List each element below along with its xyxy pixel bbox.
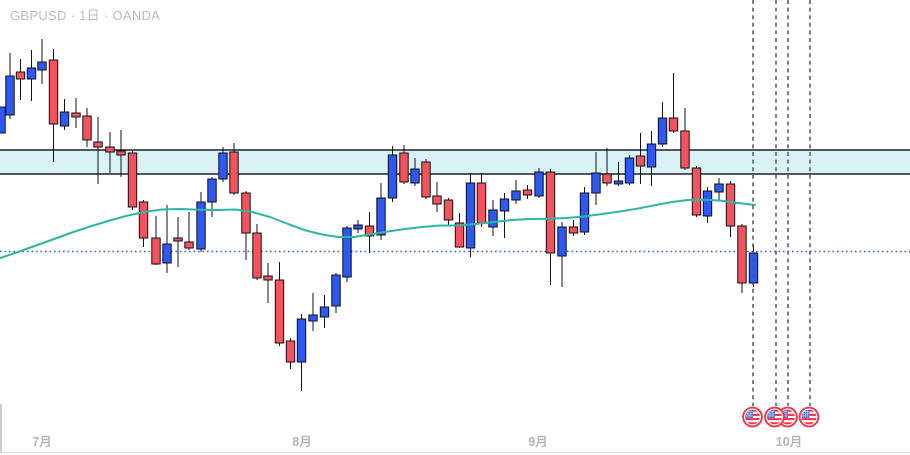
candle-up bbox=[162, 205, 172, 273]
candle-up bbox=[646, 131, 657, 186]
candle-down bbox=[443, 198, 454, 226]
candle-down bbox=[725, 181, 736, 237]
candle-down bbox=[602, 148, 612, 186]
candle-down bbox=[476, 173, 487, 227]
candle-up bbox=[511, 180, 521, 204]
candle-down bbox=[454, 213, 465, 248]
candles-layer bbox=[0, 39, 759, 391]
candle-down bbox=[71, 98, 81, 128]
candle-up bbox=[714, 178, 724, 200]
us-flag-event-icon[interactable] bbox=[764, 406, 785, 428]
candle-up bbox=[218, 147, 228, 182]
candle-up bbox=[376, 183, 386, 240]
candle-down bbox=[15, 59, 26, 100]
candle-up bbox=[499, 193, 510, 238]
candle-down bbox=[263, 263, 273, 303]
candle-up bbox=[557, 222, 567, 287]
candle-up bbox=[702, 187, 713, 223]
candle-down bbox=[82, 108, 92, 147]
candle-down bbox=[364, 212, 375, 253]
candle-up bbox=[296, 314, 307, 391]
candle-down bbox=[184, 212, 194, 250]
candle-up bbox=[387, 146, 398, 202]
candle-up bbox=[319, 295, 330, 328]
candle-up bbox=[353, 220, 363, 233]
candle-down bbox=[399, 145, 409, 184]
candle-up bbox=[410, 158, 420, 186]
candle-up bbox=[342, 226, 352, 282]
candle-up bbox=[207, 177, 217, 217]
symbol-title: GBPUSD · 1日 · OANDA bbox=[10, 8, 161, 23]
month-label: 10月 bbox=[776, 435, 802, 449]
candle-down bbox=[737, 224, 747, 293]
candle-down bbox=[274, 262, 285, 346]
candle-up bbox=[331, 273, 341, 313]
candle-up bbox=[5, 53, 15, 119]
candle-down bbox=[635, 133, 646, 184]
candle-up bbox=[591, 152, 601, 205]
candle-down bbox=[105, 132, 115, 173]
candle-up bbox=[26, 50, 37, 101]
candle-down bbox=[151, 216, 161, 265]
candle-up bbox=[308, 293, 318, 331]
candle-down bbox=[252, 224, 262, 280]
moving-average-line bbox=[0, 198, 756, 259]
candle-down bbox=[680, 108, 690, 170]
us-flag-event-icon[interactable] bbox=[798, 406, 820, 428]
candle-up bbox=[59, 99, 70, 130]
supply-zone bbox=[0, 149, 910, 175]
candle-up bbox=[196, 192, 206, 252]
candle-up bbox=[465, 173, 476, 257]
candle-down bbox=[127, 151, 138, 210]
candle-down bbox=[545, 169, 556, 285]
candle-up bbox=[534, 168, 544, 198]
candle-up bbox=[613, 162, 624, 186]
candle-down bbox=[691, 166, 702, 217]
event-lines-layer bbox=[752, 0, 811, 406]
candle-down bbox=[668, 73, 679, 133]
month-label: 8月 bbox=[292, 435, 311, 449]
candle-down bbox=[285, 338, 296, 369]
candle-down bbox=[173, 217, 183, 267]
candle-down bbox=[116, 130, 126, 177]
candle-down bbox=[241, 191, 251, 260]
candle-up bbox=[37, 39, 47, 84]
candle-down bbox=[93, 117, 103, 184]
event-flags-layer bbox=[742, 406, 820, 428]
candle-down bbox=[421, 159, 431, 199]
candle-up bbox=[0, 106, 6, 134]
candle-down bbox=[138, 200, 149, 247]
time-axis[interactable]: 7月 8月 9月 10月 bbox=[0, 404, 910, 453]
candle-up bbox=[488, 200, 498, 236]
candle-down bbox=[432, 182, 442, 212]
candle-down bbox=[568, 220, 579, 236]
candle-down bbox=[229, 143, 239, 195]
candle-up bbox=[579, 187, 590, 235]
candle-up bbox=[624, 155, 635, 185]
month-label: 9月 bbox=[528, 435, 547, 449]
candle-down bbox=[522, 185, 533, 199]
month-label: 7月 bbox=[32, 435, 51, 449]
candle-up bbox=[657, 102, 668, 147]
candle-down bbox=[48, 49, 59, 162]
us-flag-event-icon[interactable] bbox=[742, 406, 763, 428]
